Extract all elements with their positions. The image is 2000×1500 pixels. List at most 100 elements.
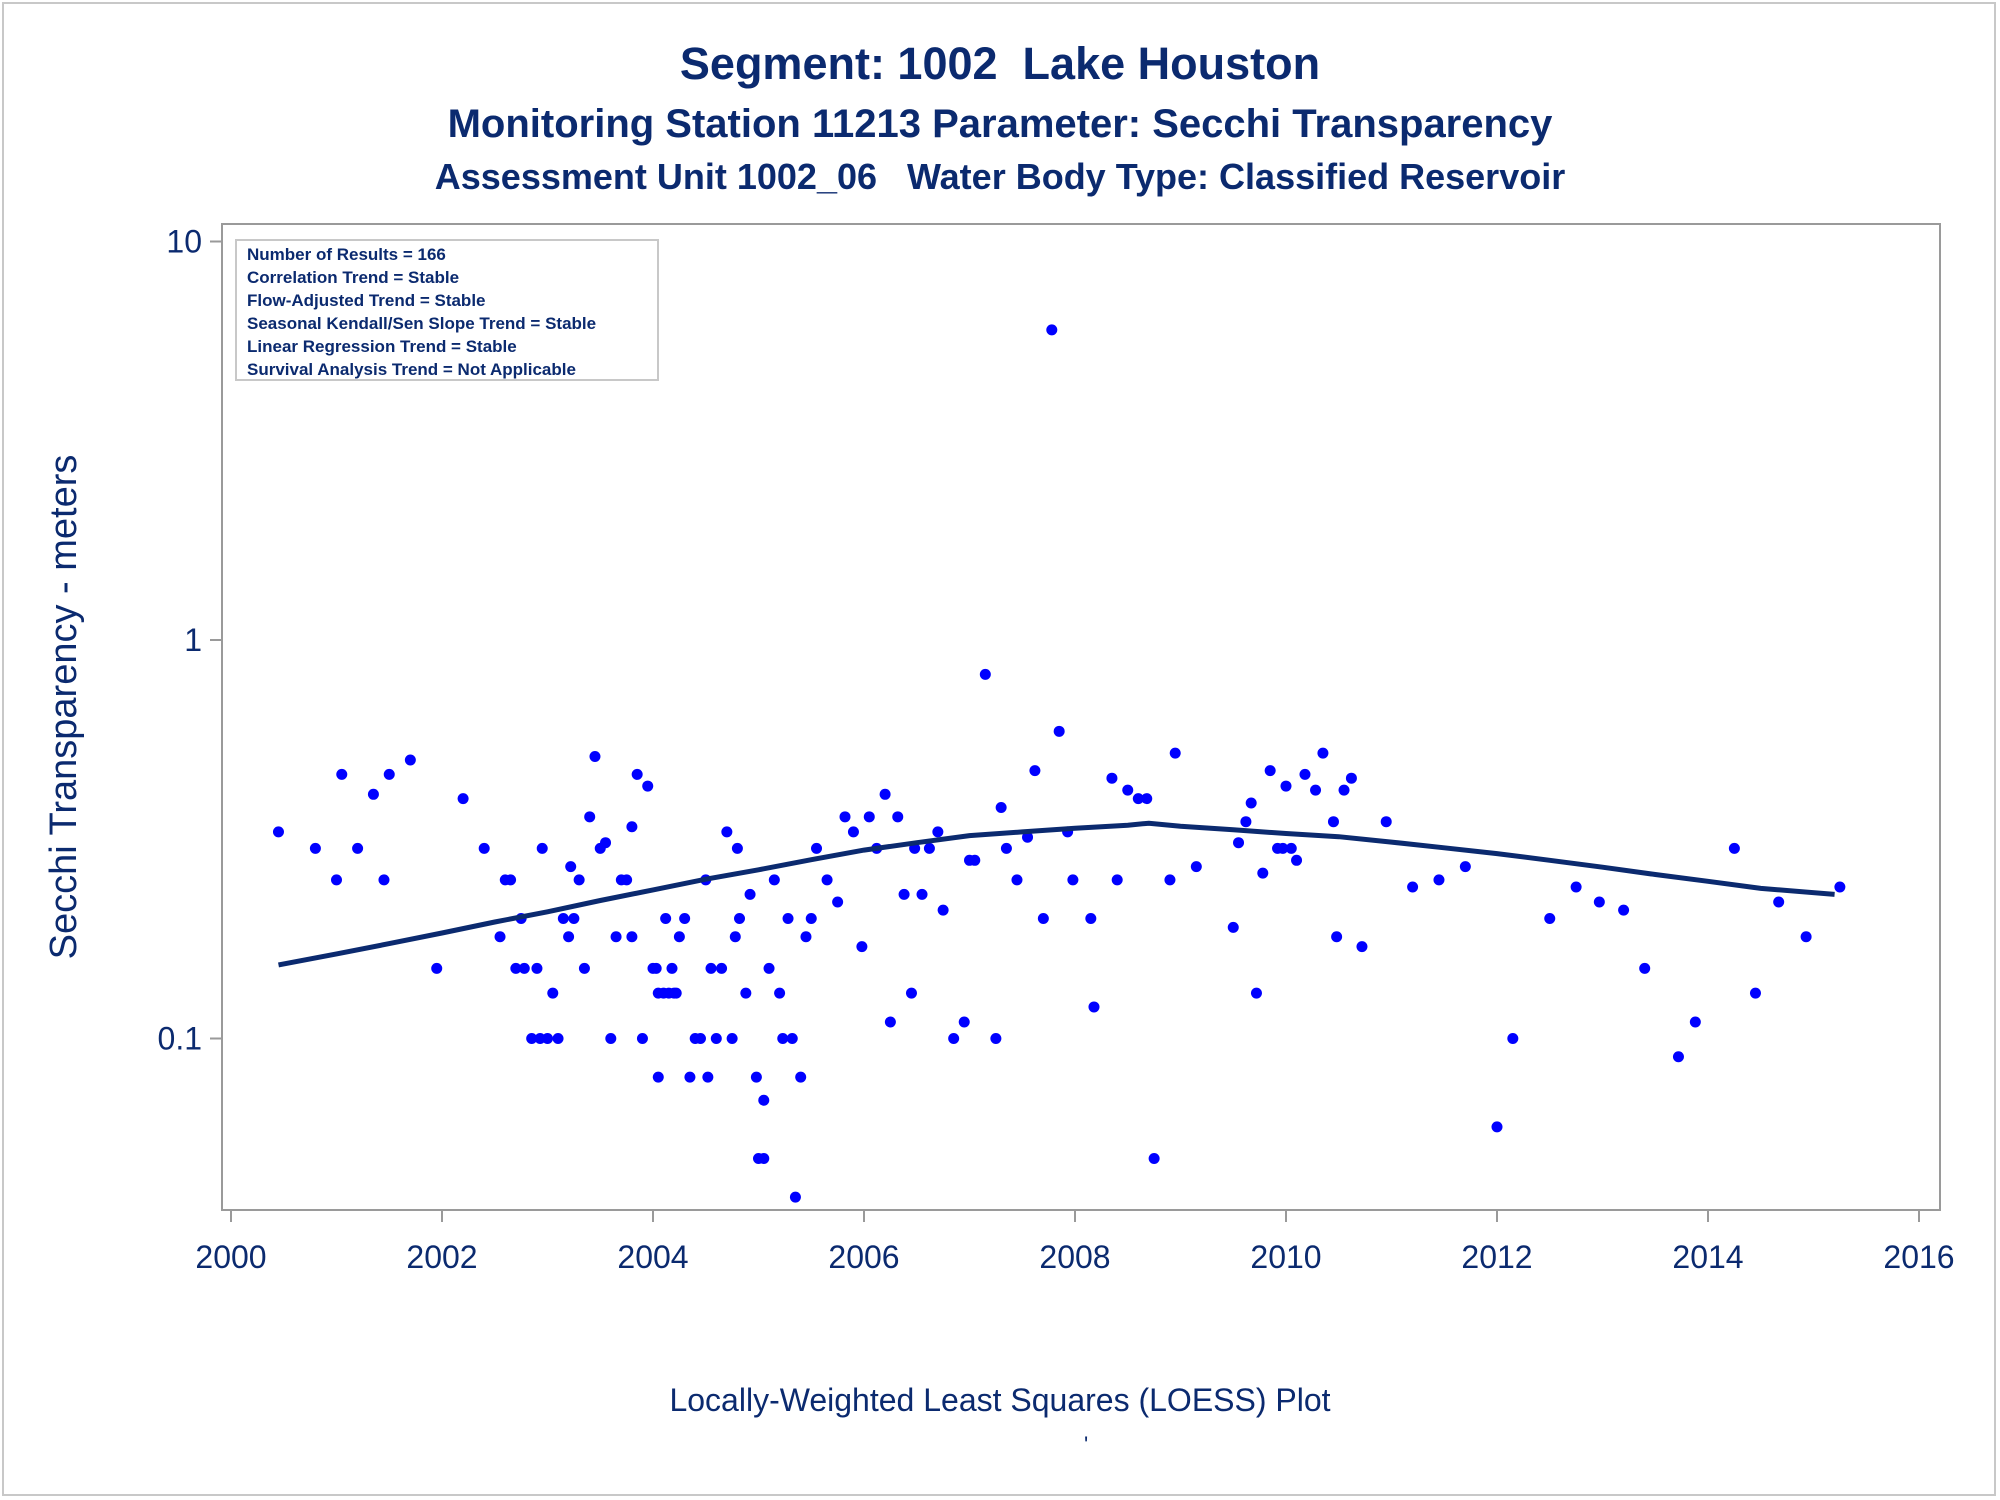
data-point (605, 1033, 617, 1044)
data-point (879, 788, 891, 800)
data-point (1037, 913, 1049, 925)
x-tick-label: 2014 (1672, 1239, 1743, 1275)
data-point (694, 1033, 706, 1044)
data-point (1240, 816, 1252, 828)
data-point (531, 962, 543, 974)
data-point (352, 842, 364, 854)
data-point (1459, 861, 1471, 873)
data-point (589, 751, 601, 763)
data-point (1491, 1121, 1503, 1133)
data-point (1141, 793, 1153, 805)
data-point (331, 874, 342, 886)
data-point (721, 826, 733, 838)
data-point (1029, 765, 1041, 777)
data-point (734, 913, 746, 925)
data-point (631, 768, 643, 780)
data-point (1310, 784, 1322, 796)
data-point (1190, 861, 1202, 873)
data-point (578, 962, 590, 974)
data-point (1053, 725, 1065, 737)
data-point (811, 842, 823, 854)
data-point (702, 1071, 714, 1083)
data-point (805, 913, 817, 925)
data-point (744, 888, 756, 900)
x-tick-label: 2004 (617, 1239, 688, 1275)
data-point (1227, 921, 1239, 933)
data-point (1011, 874, 1023, 886)
stats-line: Seasonal Kendall/Sen Slope Trend = Stabl… (247, 314, 596, 333)
data-point (670, 987, 682, 999)
data-point (839, 811, 851, 823)
data-point (565, 861, 577, 873)
data-point (552, 1033, 564, 1044)
data-point (979, 668, 991, 680)
data-point (557, 913, 569, 925)
data-point (1689, 1016, 1701, 1028)
data-point (1285, 842, 1297, 854)
stats-line: Survival Analysis Trend = Not Applicable (247, 360, 576, 379)
y-axis: 0.1 1 10 (158, 224, 222, 1057)
data-point (367, 788, 379, 800)
data-point (404, 754, 416, 766)
data-point (1250, 987, 1262, 999)
y-tick-label: 0.1 (158, 1021, 202, 1057)
data-point (1728, 842, 1740, 854)
data-point (716, 962, 728, 974)
x-tick-label: 2008 (1039, 1239, 1110, 1275)
data-point (457, 793, 469, 805)
data-point (621, 874, 633, 886)
data-point (642, 780, 654, 792)
x-tick-label: 2006 (828, 1239, 899, 1275)
data-point (710, 1033, 722, 1044)
x-tick-label: 2012 (1461, 1239, 1532, 1275)
data-point (800, 931, 812, 943)
data-point (958, 1016, 970, 1028)
data-point (892, 811, 904, 823)
data-point (740, 987, 752, 999)
data-point (547, 987, 559, 999)
data-point (1164, 874, 1176, 886)
data-point (684, 1071, 696, 1083)
data-point (916, 888, 928, 900)
data-point (786, 1033, 798, 1044)
data-point (726, 1033, 738, 1044)
x-tick-label: 2002 (406, 1239, 477, 1275)
data-point (884, 1016, 896, 1028)
data-point (309, 842, 321, 854)
data-point (610, 931, 622, 943)
loess-line (278, 820, 1835, 968)
data-point (383, 768, 395, 780)
data-point (510, 962, 522, 974)
data-point (789, 1191, 801, 1203)
plot-caption: Locally-Weighted Least Squares (LOESS) P… (669, 1382, 1331, 1418)
data-point (494, 931, 506, 943)
footer-mark: ' (1084, 1432, 1089, 1457)
chart-title: Segment: 1002 Lake Houston (679, 38, 1321, 89)
data-point (1106, 772, 1118, 784)
data-point (705, 962, 717, 974)
data-point (378, 874, 390, 886)
data-point (777, 1033, 789, 1044)
data-point (1046, 324, 1058, 336)
data-point (1299, 768, 1311, 780)
data-point (1749, 987, 1761, 999)
plot-area (221, 223, 1941, 1211)
data-point (673, 931, 685, 943)
data-point (758, 1152, 770, 1164)
data-point (995, 801, 1007, 813)
x-tick-label: 2000 (195, 1239, 266, 1275)
data-point (518, 962, 530, 974)
data-point (1111, 874, 1123, 886)
data-point (1245, 797, 1257, 809)
data-point (1022, 831, 1034, 843)
data-point (795, 1071, 807, 1083)
data-point (905, 987, 917, 999)
data-point (1067, 874, 1079, 886)
data-point (937, 904, 949, 916)
data-point (1317, 747, 1329, 759)
data-point (863, 811, 875, 823)
stats-line: Flow-Adjusted Trend = Stable (247, 291, 486, 310)
data-point (1834, 881, 1846, 893)
